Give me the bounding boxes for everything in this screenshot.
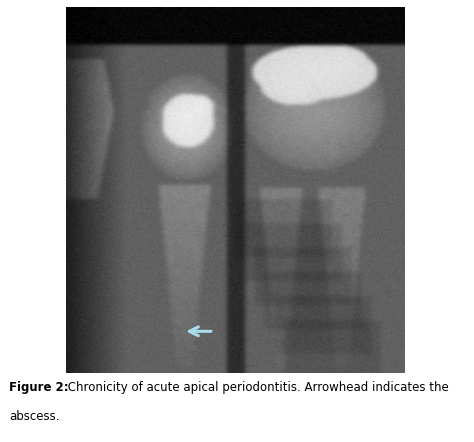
- Text: Figure 2:: Figure 2:: [9, 381, 69, 394]
- Text: Chronicity of acute apical periodontitis. Arrowhead indicates the: Chronicity of acute apical periodontitis…: [64, 381, 449, 394]
- Text: abscess.: abscess.: [9, 410, 60, 423]
